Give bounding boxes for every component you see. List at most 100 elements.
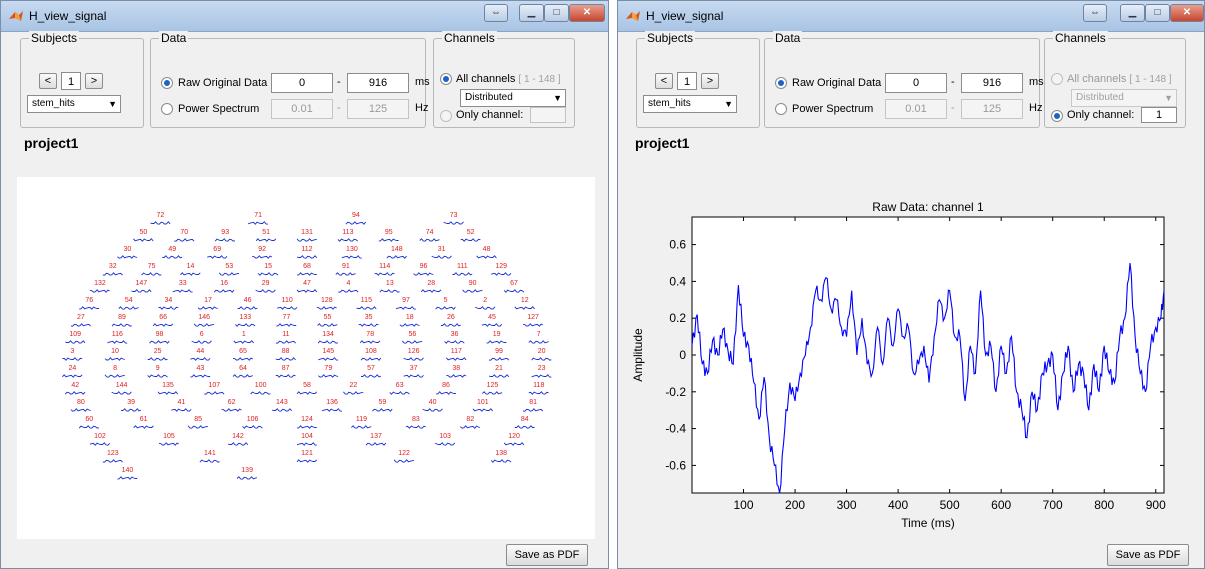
maximize-button[interactable]: □: [544, 4, 569, 22]
channel-label: 83: [412, 416, 420, 423]
y-tick-label: 0.2: [669, 311, 686, 325]
all-channels-radio[interactable]: [1051, 73, 1063, 85]
raw-from-field[interactable]: 0: [271, 73, 333, 93]
channel-signal: [379, 289, 400, 293]
channel-label: 1: [242, 331, 246, 338]
channel-signal: [365, 442, 387, 446]
channel-signal: [413, 272, 434, 276]
channel-label: 15: [264, 263, 272, 270]
channel-signal: [296, 238, 317, 242]
channel-label: 7: [537, 331, 541, 338]
sensor-map-canvas: 72 71 94 73 50 70 93 51 131 113 95 74 52 30 49 69 92 112 1…: [17, 177, 595, 539]
channel-label: 112: [301, 246, 312, 253]
channel-signal: [403, 357, 424, 361]
channel-label: 148: [391, 246, 403, 253]
channel-label: 136: [326, 399, 338, 406]
channel-signal: [255, 238, 277, 242]
channel-signal: [296, 459, 318, 463]
next-subject-button[interactable]: >: [85, 73, 103, 89]
channel-label: 116: [112, 331, 123, 338]
power-to-field[interactable]: 125: [961, 99, 1023, 119]
channel-label: 96: [420, 263, 428, 270]
channel-signal: [343, 391, 364, 395]
prev-subject-button[interactable]: <: [39, 73, 57, 89]
minimize-button[interactable]: ▁: [519, 4, 544, 22]
channel-label: 10: [111, 348, 119, 355]
title-bar: H_view_signal ⇔ ▁ □ ✕: [618, 1, 1204, 32]
subject-number-field[interactable]: 1: [61, 72, 81, 90]
channel-label: 35: [365, 314, 373, 321]
subject-dropdown[interactable]: stem_hits ▼: [643, 95, 737, 113]
channel-label: 70: [180, 229, 188, 236]
minimize-button[interactable]: ▁: [1120, 4, 1145, 22]
only-channel-radio[interactable]: [1051, 110, 1063, 122]
channel-label: 65: [239, 348, 247, 355]
only-channel-field[interactable]: [530, 107, 566, 123]
channel-signal: [514, 425, 535, 429]
power-to-field[interactable]: 125: [347, 99, 409, 119]
only-channel-radio[interactable]: [440, 110, 452, 122]
channel-label: 125: [487, 382, 499, 389]
save-pdf-button[interactable]: Save as PDF: [1107, 544, 1189, 566]
channel-label: 73: [450, 212, 458, 219]
channel-label: 126: [408, 348, 420, 355]
channel-label: 54: [125, 297, 133, 304]
channel-label: 134: [322, 331, 334, 338]
channel-label: 102: [94, 433, 106, 440]
channel-signal: [460, 425, 481, 429]
channel-label: 119: [356, 416, 367, 423]
raw-data-radio[interactable]: [161, 77, 173, 89]
raw-data-radio[interactable]: [775, 77, 787, 89]
subject-dropdown[interactable]: stem_hits ▼: [27, 95, 121, 113]
channel-signal: [133, 425, 154, 429]
channel-signal: [491, 272, 512, 276]
prev-subject-button[interactable]: <: [655, 73, 673, 89]
channel-layout-dropdown[interactable]: Distributed ▼: [460, 89, 566, 107]
dock-button[interactable]: ⇔: [1083, 4, 1107, 22]
channel-label: 13: [386, 280, 394, 287]
power-from-field[interactable]: 0.01: [885, 99, 947, 119]
close-button[interactable]: ✕: [569, 4, 605, 22]
channel-signal: [401, 340, 423, 344]
data-group: Data Raw Original Data 0 - 916 ms Power …: [764, 31, 1044, 128]
channel-label: 8: [113, 365, 117, 372]
channel-signal: [356, 306, 377, 310]
channel-label: 66: [159, 314, 167, 321]
chevron-down-icon: ▼: [553, 93, 562, 103]
channel-signal: [213, 289, 235, 293]
channel-label: 81: [529, 399, 537, 406]
power-from-field[interactable]: 0.01: [271, 99, 333, 119]
channel-signal: [444, 340, 465, 344]
raw-to-field[interactable]: 916: [347, 73, 409, 93]
subject-number-field[interactable]: 1: [677, 72, 697, 90]
close-button[interactable]: ✕: [1170, 4, 1204, 22]
channel-signal: [162, 255, 183, 259]
all-channels-radio[interactable]: [440, 73, 452, 85]
signal-line: [691, 262, 1165, 494]
channel-label: 104: [301, 433, 313, 440]
next-subject-button[interactable]: >: [701, 73, 719, 89]
channel-label: 17: [204, 297, 212, 304]
channel-layout-dropdown[interactable]: Distributed ▼: [1071, 89, 1177, 107]
only-channel-field[interactable]: 1: [1141, 107, 1177, 123]
channel-signal: [476, 255, 497, 259]
power-spectrum-radio[interactable]: [775, 103, 787, 115]
channel-signal: [360, 357, 382, 361]
maximize-button[interactable]: □: [1145, 4, 1170, 22]
channel-signal: [218, 272, 240, 276]
channel-label: 24: [68, 365, 76, 372]
raw-to-field[interactable]: 916: [961, 73, 1023, 93]
channel-signal: [321, 408, 342, 412]
power-dash: -: [951, 102, 955, 114]
channel-signal: [111, 323, 132, 327]
channel-signal: [250, 391, 271, 395]
channel-signal: [257, 272, 279, 276]
channel-signal: [102, 459, 123, 463]
channel-signal: [351, 425, 372, 429]
channel-label: 37: [410, 365, 418, 372]
raw-from-field[interactable]: 0: [885, 73, 947, 93]
save-pdf-button[interactable]: Save as PDF: [506, 544, 588, 566]
dock-button[interactable]: ⇔: [484, 4, 508, 22]
power-spectrum-radio[interactable]: [161, 103, 173, 115]
channel-label: 111: [457, 263, 468, 270]
